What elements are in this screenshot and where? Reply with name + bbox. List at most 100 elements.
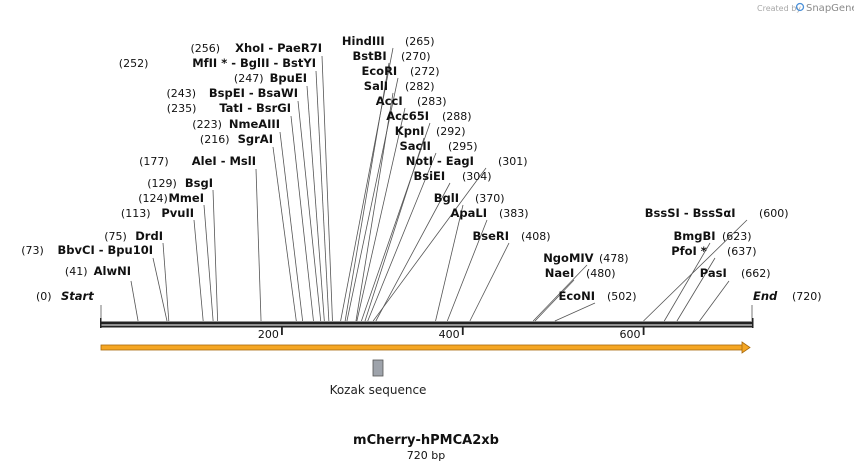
- site-position: (124): [138, 192, 168, 205]
- site-name: TatI - BsrGI: [219, 101, 291, 115]
- site-name: HindIII: [342, 34, 385, 48]
- site-leader-line: [364, 137, 425, 322]
- restriction-site[interactable]: Acc65I (288): [386, 109, 471, 123]
- site-position: (292): [436, 125, 466, 138]
- restriction-site[interactable]: ApaLI (383): [451, 206, 529, 220]
- restriction-site[interactable]: NmeAIII (223): [192, 117, 280, 131]
- site-name: MfII * - BglII - BstYI: [192, 56, 316, 70]
- end-marker: End (720): [753, 289, 822, 303]
- site-name: DrdI: [135, 229, 163, 243]
- orf-arrow-head[interactable]: [741, 341, 751, 354]
- restriction-site[interactable]: EcoRI (272): [362, 64, 440, 78]
- site-leader-lines: [100, 47, 753, 322]
- backbone-start-cap: [100, 318, 102, 328]
- restriction-site[interactable]: NaeI (480): [545, 266, 616, 280]
- restriction-site[interactable]: AleI - MslI (177): [139, 154, 256, 168]
- site-position: (256): [191, 42, 221, 55]
- restriction-site[interactable]: KpnI (292): [395, 124, 466, 138]
- restriction-site[interactable]: SalI (282): [364, 79, 435, 93]
- kozak-label: Kozak sequence: [330, 383, 427, 397]
- start-label: Start: [61, 289, 94, 303]
- restriction-site[interactable]: TatI - BsrGI (235): [167, 101, 291, 115]
- site-leader-line: [315, 70, 330, 322]
- site-name: BspEI - BsaWI: [209, 86, 298, 100]
- restriction-site[interactable]: BmgBI (623): [674, 229, 752, 243]
- site-leader-line: [255, 168, 262, 322]
- restriction-site[interactable]: PvuII (113): [121, 206, 194, 220]
- kozak-box[interactable]: [372, 359, 384, 377]
- site-position: (272): [410, 65, 440, 78]
- site-position: (270): [401, 50, 431, 63]
- site-position: (662): [741, 267, 771, 280]
- site-position: (235): [167, 102, 197, 115]
- site-name: XhoI - PaeR7I: [235, 41, 322, 55]
- ruler-tick-label: 600: [620, 328, 641, 341]
- site-position: (283): [417, 95, 447, 108]
- ruler-tick-mark: [281, 327, 283, 335]
- start-position: (0): [36, 290, 52, 303]
- site-leader-line: [372, 167, 487, 322]
- restriction-site[interactable]: BseRI (408): [473, 229, 551, 243]
- site-position: (243): [167, 87, 197, 100]
- start-marker: (0) Start: [36, 289, 94, 303]
- restriction-site[interactable]: BglI (370): [434, 191, 505, 205]
- site-position: (408): [521, 230, 551, 243]
- restriction-site[interactable]: BpuEI (247): [234, 71, 307, 85]
- orf-arrow-body[interactable]: [100, 344, 744, 351]
- site-name: Acc65I: [386, 109, 429, 123]
- ruler-ticks: 200 400 600: [258, 327, 645, 341]
- restriction-site[interactable]: DrdI (75): [104, 229, 163, 243]
- site-name: BsiEI: [414, 169, 446, 183]
- site-name: SacII: [400, 139, 431, 153]
- restriction-site[interactable]: PfoI * (637): [671, 244, 756, 258]
- backbone-end-cap: [752, 318, 754, 328]
- restriction-site[interactable]: SacII (295): [400, 139, 478, 153]
- site-leader-line: [321, 55, 333, 322]
- restriction-site[interactable]: PasI (662): [700, 266, 771, 280]
- ruler-tick-mark: [642, 327, 645, 335]
- restriction-site[interactable]: BbvCI - Bpu10I (73): [21, 243, 153, 257]
- site-name: EcoNI: [559, 289, 595, 303]
- restriction-site[interactable]: SgrAI (216): [200, 132, 273, 146]
- restriction-site[interactable]: HindIII (265): [342, 34, 435, 48]
- restriction-site[interactable]: BsgI (129): [147, 176, 213, 190]
- site-leader-line: [532, 264, 588, 322]
- site-name: ApaLI: [451, 206, 488, 220]
- orf-arrow[interactable]: [100, 341, 751, 354]
- site-name: PvuII: [161, 206, 194, 220]
- site-name: NgoMIV: [543, 251, 593, 265]
- ruler-tick-label: 400: [439, 328, 460, 341]
- ruler-tick-label: 200: [258, 328, 279, 341]
- map-title: mCherry-hPMCA2xb: [353, 433, 499, 448]
- restriction-site[interactable]: MmeI(124): [138, 191, 204, 205]
- restriction-site[interactable]: BstBI (270): [353, 49, 431, 63]
- credit-brand: SnapGene: [806, 3, 854, 14]
- restriction-site[interactable]: BsiEI (304): [414, 169, 492, 183]
- site-name: KpnI: [395, 124, 425, 138]
- snapgene-logo-icon: [795, 2, 805, 12]
- end-position: (720): [792, 290, 822, 303]
- site-leader-line: [367, 152, 437, 322]
- site-leader-line: [663, 242, 711, 322]
- kozak-feature[interactable]: Kozak sequence: [330, 359, 427, 397]
- site-leader-line: [162, 242, 170, 322]
- site-name: MmeI: [168, 191, 204, 205]
- restriction-site[interactable]: NgoMIV (478): [543, 251, 628, 265]
- restriction-site[interactable]: XhoI - PaeR7I (256): [191, 41, 322, 55]
- restriction-site[interactable]: NotI - EagI (301): [406, 154, 528, 168]
- site-name: BssSI - BssSαI: [645, 206, 736, 220]
- site-leader-line: [676, 257, 716, 322]
- site-position: (304): [462, 170, 492, 183]
- site-leader-line: [279, 131, 304, 322]
- restriction-site[interactable]: BssSI - BssSαI (600): [645, 206, 789, 220]
- restriction-site[interactable]: MfII * - BglII - BstYI (252): [119, 56, 316, 70]
- site-position: (383): [499, 207, 529, 220]
- backbone-top-strand: [101, 321, 753, 325]
- restriction-site[interactable]: AlwNI (41): [65, 264, 131, 278]
- restriction-site[interactable]: BspEI - BsaWI (243): [167, 86, 298, 100]
- site-position: (265): [405, 35, 435, 48]
- restriction-site[interactable]: EcoNI (502): [559, 289, 637, 303]
- site-position: (301): [498, 155, 528, 168]
- restriction-site[interactable]: AccI (283): [376, 94, 447, 108]
